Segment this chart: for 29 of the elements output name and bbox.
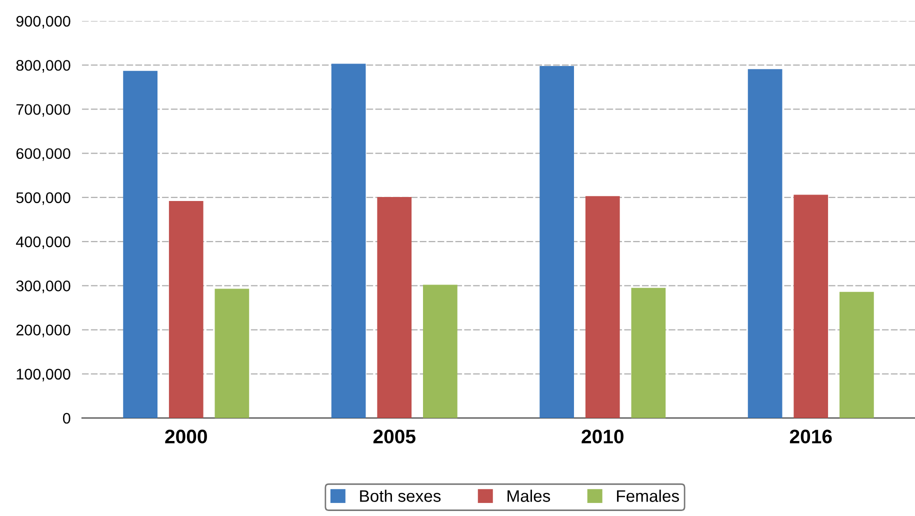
- bar: [631, 288, 666, 418]
- y-tick-label: 200,000: [16, 324, 70, 338]
- bar: [585, 196, 620, 418]
- legend-label: Both sexes: [360, 490, 441, 502]
- bar: [377, 197, 412, 418]
- bar: [214, 288, 250, 418]
- bar: [331, 64, 366, 418]
- bar: [840, 292, 874, 418]
- legend-label: Males: [508, 490, 550, 502]
- y-tick-label: 600,000: [16, 148, 70, 161]
- y-tick-label: 300,000: [16, 280, 70, 294]
- x-tick-label: 2005: [373, 430, 416, 444]
- y-tick-label: 0: [62, 412, 70, 424]
- y-tick-label: 400,000: [16, 236, 70, 250]
- bar: [168, 200, 204, 418]
- bar: [540, 66, 574, 418]
- y-tick-label: 500,000: [16, 192, 70, 205]
- y-tick-label: 900,000: [16, 16, 70, 28]
- y-tick-label: 800,000: [16, 60, 70, 73]
- bar: [123, 70, 158, 418]
- bar: [794, 194, 828, 418]
- x-tick-label: 2000: [165, 430, 207, 444]
- legend-label: Females: [617, 490, 679, 502]
- y-tick-label: 700,000: [16, 104, 70, 117]
- x-tick-label: 2016: [790, 430, 832, 444]
- x-tick-label: 2010: [582, 430, 624, 444]
- bar: [423, 284, 458, 418]
- y-tick-label: 100,000: [16, 368, 70, 382]
- bar: [748, 69, 782, 418]
